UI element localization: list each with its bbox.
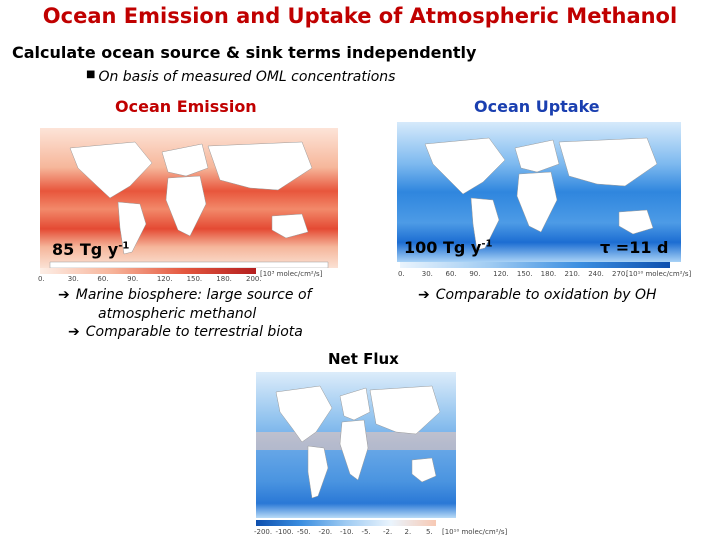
emission-map <box>40 128 338 268</box>
bullet-text: On basis of measured OML concentrations <box>98 69 396 85</box>
colorbar-tick-label: 90. <box>469 270 481 278</box>
colorbar-tick-label: -100. <box>275 528 294 536</box>
colorbar-tick-label: 180. <box>216 275 232 283</box>
arrow-right-icon: ➔ <box>418 287 430 303</box>
bullet-point: ■ On basis of measured OML concentrations <box>86 69 395 85</box>
colorbar-tick-label: 0. <box>398 270 405 278</box>
colorbar-tick-label: 30. <box>67 275 79 283</box>
colorbar-tick-label: 60. <box>445 270 457 278</box>
emission-heading: Ocean Emission <box>115 97 257 116</box>
colorbar-tick-label: 270. <box>612 270 628 278</box>
uptake-total-value: 100 Tg y <box>404 238 482 257</box>
uptake-heading: Ocean Uptake <box>474 97 600 116</box>
colorbar-tick-label: 150. <box>186 275 203 283</box>
uptake-total: 100 Tg y-1 <box>404 238 492 257</box>
net-flux-map <box>256 372 456 518</box>
colorbar-tick-label: -10. <box>340 528 354 536</box>
colorbar-tick-label: 210. <box>564 270 581 278</box>
uptake-total-exponent: -1 <box>481 238 493 250</box>
colorbar-tick-label: 200. <box>246 275 262 283</box>
slide-title: Ocean Emission and Uptake of Atmospheric… <box>42 4 678 28</box>
uptake-map <box>397 122 681 262</box>
colorbar-tick-label: -200. <box>254 528 273 536</box>
colorbar-tick-label: 2. <box>404 528 412 536</box>
uptake-colorbar <box>400 262 670 268</box>
colorbar-tick-label: 120. <box>156 275 173 283</box>
emission-total: 85 Tg y-1 <box>52 240 129 259</box>
uptake-note: ➔ Comparable to oxidation by OH <box>418 287 657 303</box>
uptake-lifetime: τ =11 d <box>600 238 669 257</box>
net-flux-units: [10¹⁰ molec/cm²/s] <box>442 528 508 536</box>
colorbar-tick-label: 180. <box>540 270 557 278</box>
colorbar-tick-label: -5. <box>361 528 371 536</box>
colorbar-tick-label: -50. <box>297 528 311 536</box>
emission-note-1-cont: atmospheric methanol <box>98 306 257 322</box>
colorbar-tick-label: 240. <box>588 270 604 278</box>
emission-note-2: ➔ Comparable to terrestrial biota <box>68 324 303 340</box>
colorbar-tick-label: 30. <box>421 270 433 278</box>
emission-total-exponent: -1 <box>118 240 130 252</box>
colorbar-tick-label: -20. <box>318 528 333 536</box>
colorbar-tick-label: 0. <box>38 275 45 283</box>
net-flux-colorbar <box>256 520 436 526</box>
slide-subtitle: Calculate ocean source & sink terms inde… <box>12 43 477 62</box>
emission-total-value: 85 Tg y <box>52 240 119 259</box>
emission-colorbar <box>40 268 256 274</box>
uptake-units: [10¹⁰ molec/cm²/s] <box>626 270 692 278</box>
colorbar-tick-label: 60. <box>97 275 109 283</box>
bullet-dot-icon: ■ <box>86 69 96 80</box>
colorbar-tick-label: -2. <box>383 528 393 536</box>
colorbar-tick-label: 90. <box>127 275 139 283</box>
emission-note-1: ➔ Marine biosphere: large source of <box>58 287 312 303</box>
colorbar-tick-label: 150. <box>516 270 533 278</box>
net-flux-heading: Net Flux <box>328 350 399 368</box>
arrow-right-icon: ➔ <box>68 324 80 340</box>
emission-units: [10³ molec/cm²/s] <box>260 270 323 278</box>
colorbar-tick-label: 5. <box>426 528 433 536</box>
colorbar-tick-label: 120. <box>493 270 509 278</box>
arrow-right-icon: ➔ <box>58 287 70 303</box>
